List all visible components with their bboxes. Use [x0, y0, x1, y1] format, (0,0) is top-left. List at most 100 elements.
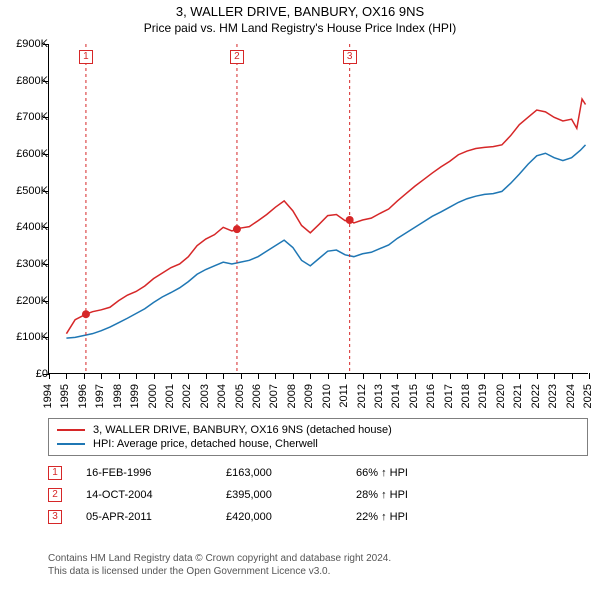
x-axis-label: 2000: [147, 384, 159, 408]
y-axis-label: £200K: [16, 295, 48, 307]
x-tick: [380, 373, 381, 379]
x-tick: [519, 373, 520, 379]
transaction-date: 14-OCT-2004: [86, 489, 226, 501]
x-tick: [554, 373, 555, 379]
x-axis-label: 2020: [495, 384, 507, 408]
x-axis-label: 2005: [234, 384, 246, 408]
x-axis-label: 2024: [565, 384, 577, 408]
x-tick: [206, 373, 207, 379]
y-axis-label: £800K: [16, 75, 48, 87]
x-axis-label: 2015: [408, 384, 420, 408]
x-tick: [415, 373, 416, 379]
x-tick: [136, 373, 137, 379]
y-axis-label: £900K: [16, 38, 48, 50]
x-tick: [154, 373, 155, 379]
x-tick: [502, 373, 503, 379]
chart-subtitle: Price paid vs. HM Land Registry's House …: [0, 21, 600, 35]
x-tick: [171, 373, 172, 379]
x-axis-label: 2006: [251, 384, 263, 408]
transaction-date: 05-APR-2011: [86, 511, 226, 523]
x-tick: [537, 373, 538, 379]
x-tick: [467, 373, 468, 379]
transaction-price: £395,000: [226, 489, 356, 501]
legend-row: HPI: Average price, detached house, Cher…: [57, 437, 579, 451]
x-tick: [223, 373, 224, 379]
x-axis-label: 2001: [164, 384, 176, 408]
transaction-hpi: 66% ↑ HPI: [356, 467, 588, 479]
transaction-price: £163,000: [226, 467, 356, 479]
transaction-date: 16-FEB-1996: [86, 467, 226, 479]
x-axis-label: 1996: [77, 384, 89, 408]
x-tick: [101, 373, 102, 379]
y-axis-label: £700K: [16, 111, 48, 123]
x-tick: [293, 373, 294, 379]
x-axis-label: 2014: [390, 384, 402, 408]
transaction-marker: 3: [48, 510, 62, 524]
chart-plot-area: 123: [48, 44, 588, 374]
x-axis-label: 1995: [59, 384, 71, 408]
legend-label: HPI: Average price, detached house, Cher…: [93, 438, 318, 450]
x-axis-label: 2022: [530, 384, 542, 408]
x-axis-label: 2021: [512, 384, 524, 408]
x-axis-label: 2009: [303, 384, 315, 408]
x-axis-label: 2019: [477, 384, 489, 408]
transaction-row: 3 05-APR-2011£420,00022% ↑ HPI: [48, 506, 588, 528]
x-axis-label: 2013: [373, 384, 385, 408]
x-tick: [84, 373, 85, 379]
transaction-row: 1 16-FEB-1996£163,00066% ↑ HPI: [48, 462, 588, 484]
legend-swatch: [57, 429, 85, 431]
x-axis-label: 2010: [321, 384, 333, 408]
transaction-row: 214-OCT-2004£395,00028% ↑ HPI: [48, 484, 588, 506]
y-axis-label: £0: [36, 368, 48, 380]
transaction-price: £420,000: [226, 511, 356, 523]
legend: 3, WALLER DRIVE, BANBURY, OX16 9NS (deta…: [48, 418, 588, 456]
y-axis-label: £500K: [16, 185, 48, 197]
x-tick: [484, 373, 485, 379]
x-axis-label: 2004: [216, 384, 228, 408]
y-axis-label: £400K: [16, 221, 48, 233]
chart-svg: [49, 44, 589, 374]
x-axis-label: 2007: [268, 384, 280, 408]
x-tick: [572, 373, 573, 379]
footer-line-2: This data is licensed under the Open Gov…: [48, 565, 588, 578]
x-tick: [258, 373, 259, 379]
x-axis-label: 2023: [547, 384, 559, 408]
event-dot: [346, 216, 354, 224]
x-axis-label: 1999: [129, 384, 141, 408]
transaction-marker: 1: [48, 466, 62, 480]
x-tick: [345, 373, 346, 379]
x-tick: [589, 373, 590, 379]
event-marker: 1: [79, 50, 93, 64]
series-line: [66, 145, 585, 338]
x-tick: [66, 373, 67, 379]
x-axis-label: 2011: [338, 384, 350, 408]
transactions-table: 1 16-FEB-1996£163,00066% ↑ HPI 214-OCT-200…: [48, 462, 588, 528]
x-tick: [363, 373, 364, 379]
x-axis-label: 2016: [425, 384, 437, 408]
x-tick: [310, 373, 311, 379]
y-axis-label: £300K: [16, 258, 48, 270]
chart-container: 3, WALLER DRIVE, BANBURY, OX16 9NS Price…: [0, 0, 600, 590]
x-tick: [397, 373, 398, 379]
x-axis-label: 2008: [286, 384, 298, 408]
legend-row: 3, WALLER DRIVE, BANBURY, OX16 9NS (deta…: [57, 423, 579, 437]
event-marker: 2: [230, 50, 244, 64]
x-axis-label: 1998: [112, 384, 124, 408]
event-dot: [82, 310, 90, 318]
event-dot: [233, 225, 241, 233]
x-tick: [450, 373, 451, 379]
x-axis-label: 2018: [460, 384, 472, 408]
title-block: 3, WALLER DRIVE, BANBURY, OX16 9NS Price…: [0, 0, 600, 37]
x-tick: [432, 373, 433, 379]
x-tick: [49, 373, 50, 379]
x-axis-label: 2002: [181, 384, 193, 408]
x-axis-label: 1994: [42, 384, 54, 408]
chart-title: 3, WALLER DRIVE, BANBURY, OX16 9NS: [0, 4, 600, 19]
x-axis-label: 1997: [94, 384, 106, 408]
x-axis-label: 2017: [443, 384, 455, 408]
x-axis-label: 2025: [582, 384, 594, 408]
x-axis-label: 2012: [356, 384, 368, 408]
transaction-hpi: 22% ↑ HPI: [356, 511, 588, 523]
y-axis-label: £600K: [16, 148, 48, 160]
footer-line-1: Contains HM Land Registry data © Crown c…: [48, 552, 588, 565]
